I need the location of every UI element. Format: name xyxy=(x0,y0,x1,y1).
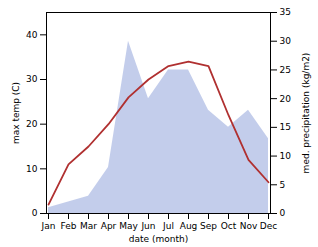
svg-text:35: 35 xyxy=(280,7,291,17)
svg-text:30: 30 xyxy=(26,74,38,84)
svg-text:Mar: Mar xyxy=(80,221,97,231)
svg-text:Jul: Jul xyxy=(162,221,174,231)
svg-text:Jan: Jan xyxy=(41,221,56,231)
svg-text:10: 10 xyxy=(280,151,292,161)
svg-text:20: 20 xyxy=(280,94,292,104)
svg-text:30: 30 xyxy=(280,36,292,46)
svg-text:Feb: Feb xyxy=(61,221,77,231)
svg-text:Aug: Aug xyxy=(180,221,198,231)
svg-text:max temp (C): max temp (C) xyxy=(11,82,21,144)
svg-text:20: 20 xyxy=(26,119,38,129)
svg-text:Apr: Apr xyxy=(101,221,117,231)
svg-text:Oct: Oct xyxy=(221,221,237,231)
svg-text:0: 0 xyxy=(32,208,38,218)
svg-text:25: 25 xyxy=(280,65,291,75)
svg-text:May: May xyxy=(119,221,138,231)
svg-text:10: 10 xyxy=(26,164,38,174)
svg-text:5: 5 xyxy=(280,180,286,190)
svg-text:0: 0 xyxy=(280,208,286,218)
svg-text:Nov: Nov xyxy=(240,221,258,231)
svg-text:15: 15 xyxy=(280,122,291,132)
svg-text:med. precipitation (kg/m2): med. precipitation (kg/m2) xyxy=(301,53,311,174)
svg-text:Dec: Dec xyxy=(260,221,277,231)
svg-text:Jun: Jun xyxy=(140,221,155,231)
svg-text:Sep: Sep xyxy=(200,221,217,231)
svg-text:40: 40 xyxy=(26,30,38,40)
svg-text:date (month): date (month) xyxy=(129,234,188,244)
